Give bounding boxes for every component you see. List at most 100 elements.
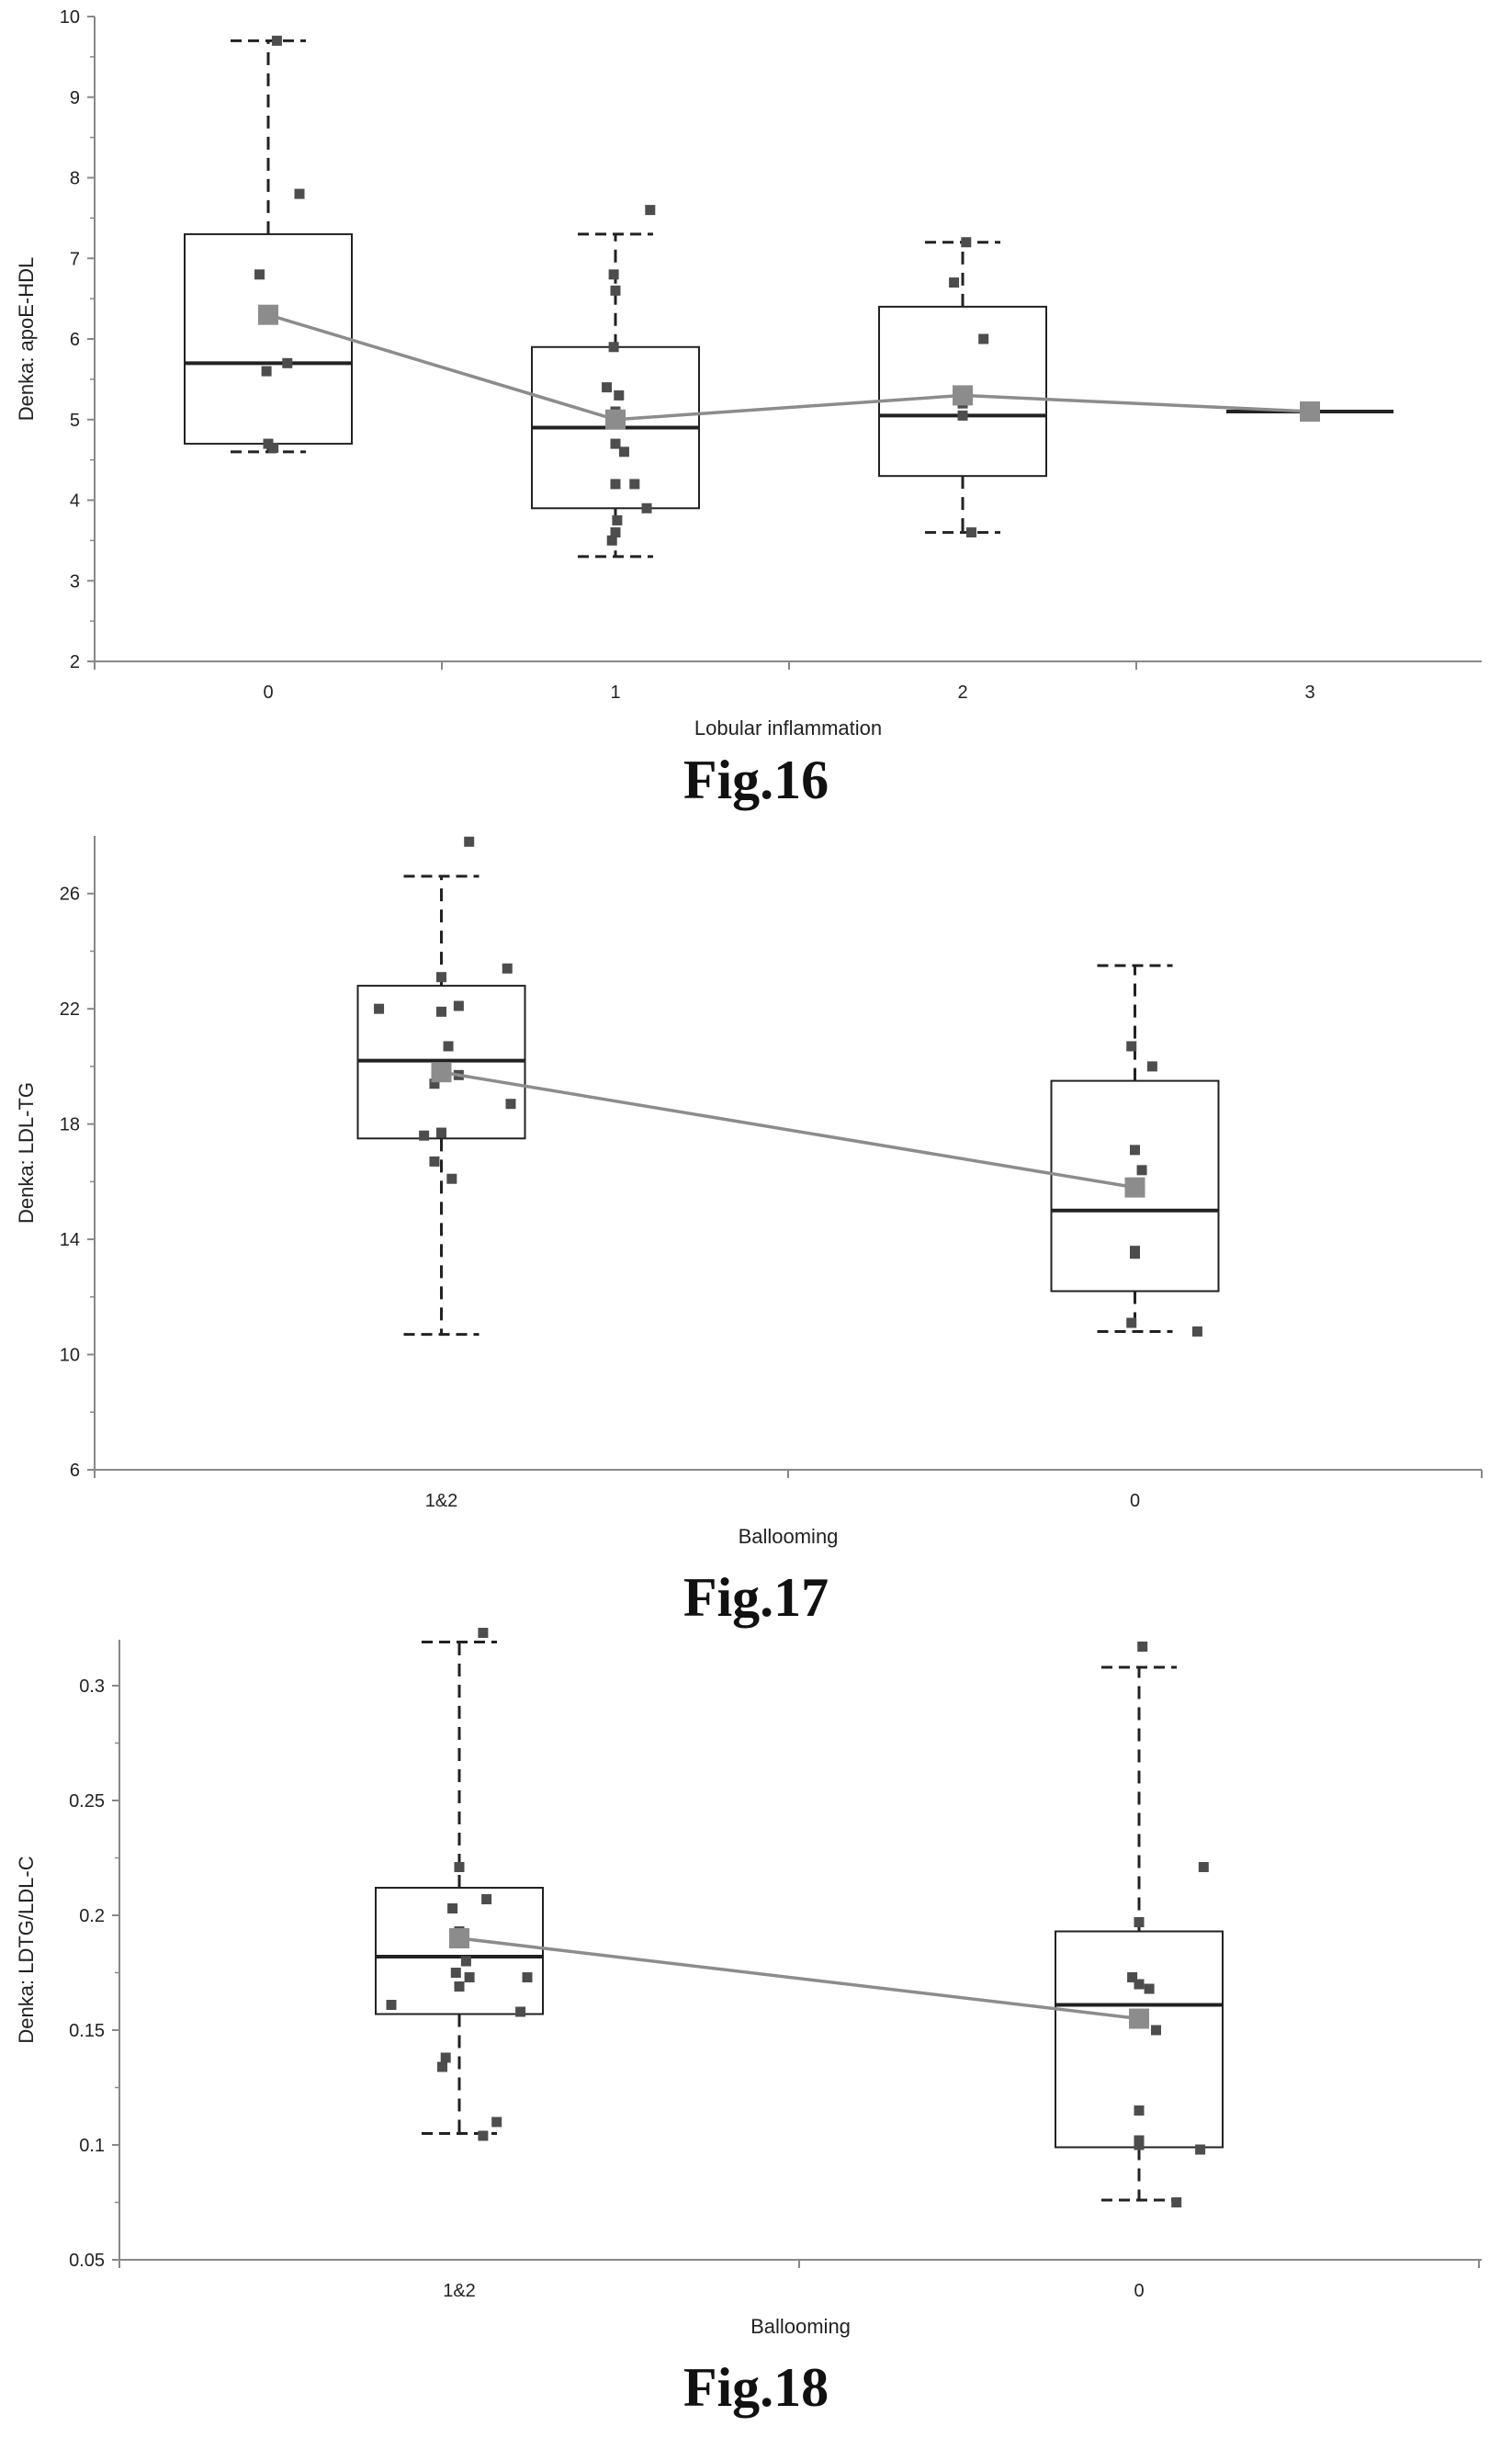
data-point [1137,1642,1148,1652]
data-point [450,1968,461,1978]
data-point [464,836,475,847]
data-point [1127,1972,1138,1982]
mean-trend-line [441,1070,1135,1190]
data-point [610,527,621,538]
data-point [1136,1165,1147,1176]
y-tick-label: 0.05 [69,2251,105,2271]
mean-marker [431,1062,452,1083]
data-point [1171,2197,1182,2207]
y-tick-label: 3 [70,571,80,592]
data-point [478,2130,489,2141]
data-point [522,1972,533,1982]
x-axis-label: Lobular inflammation [694,717,882,739]
boxplot-chart-lobular-inflammation: 2 3 4 5 6 7 8 9 10 0 1 2 3 Lobular inflammation Denka:… [15,7,1482,739]
data-point [961,237,972,248]
figure-caption-16: Fig.16 [683,750,829,810]
y-tick-label: 9 [70,88,80,108]
data-point [446,1173,457,1184]
box-iqr [375,1887,544,2015]
data-point [429,1078,440,1089]
y-tick-label: 0.2 [79,1906,105,1926]
data-point [1191,1326,1202,1337]
y-axis-label: Denka: apoE-HDL [15,257,38,422]
data-point [965,527,976,538]
y-tick-label: 14 [60,1230,80,1250]
data-point [1198,1862,1209,1872]
y-tick-label: 0.1 [79,2136,105,2156]
data-point [460,1956,471,1967]
data-point [602,382,613,393]
data-point [515,2006,526,2017]
data-point [454,1862,465,1872]
data-point [1195,2144,1206,2155]
data-point [1134,2105,1145,2116]
data-point [440,2052,451,2063]
data-point [268,442,279,453]
data-point [949,277,960,288]
data-point [453,1000,464,1011]
mean-marker [605,409,626,430]
y-tick-label: 4 [70,491,80,512]
data-point [437,2061,447,2072]
mean-marker [953,385,973,406]
data-point [606,535,617,546]
y-tick-label: 6 [70,330,80,350]
data-point [608,269,619,280]
data-point [271,35,282,46]
data-point [618,446,629,457]
data-point [610,285,621,296]
data-point [386,2000,397,2010]
data-point [612,514,623,525]
data-point [1146,1061,1157,1072]
data-point [608,342,619,353]
mean-marker [1300,401,1320,422]
data-point [1126,1317,1137,1328]
y-tick-label: 0.25 [69,1791,105,1812]
x-tick-label: 1&2 [425,1491,458,1511]
data-point [1130,1145,1140,1156]
data-point [978,333,989,344]
y-tick-label: 0.15 [69,2021,105,2041]
data-point [447,1903,458,1913]
data-point [254,269,265,280]
y-tick-label: 0.3 [79,1676,105,1697]
mean-marker [449,1928,469,1948]
x-tick-label: 2 [957,683,967,703]
mean-trend-line [267,312,1311,422]
data-point [1126,1041,1137,1052]
data-point [1134,1917,1145,1927]
data-point [610,438,621,449]
y-tick-label: 6 [70,1461,80,1481]
box-iqr [1050,1079,1220,1292]
mean-marker [1124,1177,1145,1198]
y-tick-label: 7 [70,249,80,269]
data-point [263,438,274,449]
data-point [491,2116,502,2128]
data-point [505,1099,516,1110]
y-tick-label: 5 [70,411,80,431]
boxplot-chart-ldtg-ldl-c: 0.05 0.1 0.15 0.2 0.25 0.3 1&2 0 Ballooming Denka… [15,1628,1482,2338]
data-point [957,410,968,421]
x-tick-label: 0 [1130,1491,1140,1511]
y-axis-label: Denka: LDL-TG [15,1082,38,1224]
data-point [374,1003,385,1014]
data-point [478,1628,489,1638]
boxplot-chart-ldl-tg: 6 10 14 18 22 26 1&2 0 Ballooming Denka: LDL-TG [15,836,1483,1548]
x-tick-label: 3 [1304,683,1315,703]
y-axis-label: Denka: LDTG/LDL-C [15,1856,38,2043]
data-point [610,479,621,490]
data-point [641,502,652,514]
y-tick-label: 2 [70,652,80,672]
x-tick-label: 0 [263,683,273,703]
data-point [436,1127,446,1138]
x-axis-label: Ballooming [739,1525,839,1548]
data-point [1130,1248,1140,1259]
data-point [502,963,513,974]
y-tick-label: 26 [60,885,80,905]
data-point [294,188,305,199]
data-point [1151,2025,1161,2036]
data-point [419,1130,430,1141]
data-point [261,366,272,377]
y-tick-label: 8 [70,169,80,189]
data-point [614,389,625,401]
